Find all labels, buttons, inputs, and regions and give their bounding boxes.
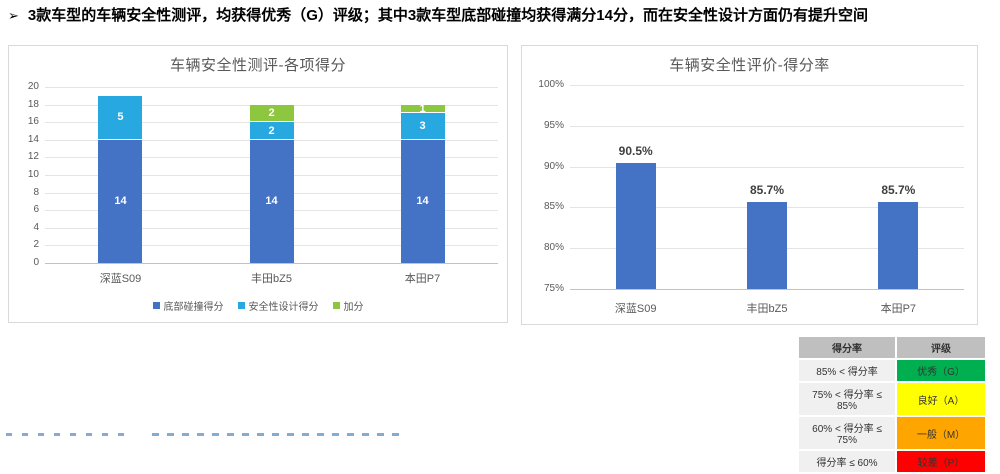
y-axis-tick-label: 12 — [27, 151, 39, 163]
category-label: 丰田bZ5 — [251, 273, 292, 285]
y-axis-tick-label: 16 — [27, 116, 39, 128]
rating-table-row: 得分率 ≤ 60% 较差（P） — [799, 451, 985, 472]
rating-table-row: 75% < 得分率 ≤ 85% 良好（A） — [799, 383, 985, 415]
category-label: 深蓝S09 — [614, 303, 657, 315]
bar-segment: 2 — [249, 104, 294, 123]
rating-grade-cell: 优秀（G） — [897, 360, 985, 381]
rating-table-header-cell: 评级 — [897, 337, 985, 358]
legend-item: 加分 — [332, 298, 364, 313]
y-axis-tick-label: 100% — [538, 79, 564, 90]
rating-table-header-row: 得分率 评级 — [799, 337, 985, 358]
rating-range-cell: 85% < 得分率 — [799, 360, 895, 381]
gridline — [570, 85, 964, 86]
rating-grade-cell: 一般（M） — [897, 417, 985, 449]
rating-range-cell: 75% < 得分率 ≤ 85% — [799, 383, 895, 415]
y-axis-tick-label: 18 — [27, 98, 39, 110]
legend-marker-icon — [152, 302, 160, 309]
y-axis-tick-label: 6 — [33, 204, 39, 216]
rating-table-header-cell: 得分率 — [799, 337, 895, 358]
rating-range-cell: 60% < 得分率 ≤ 75% — [799, 417, 895, 449]
headline-arrow-bullet-icon: ➢ — [8, 8, 19, 23]
rating-table-row: 85% < 得分率 优秀（G） — [799, 360, 985, 381]
bar-segment: 5 — [98, 95, 143, 140]
bar-segment: 1 — [400, 104, 445, 114]
y-axis-tick-label: 0 — [33, 257, 39, 268]
gridline — [570, 166, 964, 168]
bar-value-label: 85.7% — [881, 182, 916, 197]
y-axis-tick-label: 75% — [543, 283, 564, 294]
category-label: 本田P7 — [880, 303, 917, 315]
legend-label: 加分 — [343, 302, 364, 313]
gridline — [570, 125, 964, 127]
y-axis-tick-label: 4 — [33, 221, 39, 233]
bar — [878, 201, 919, 289]
chart-panel-scores: 车辆安全性测评-各项得分 0 2 4 6 8 10 12 14 16 18 20 深蓝S09 14 5 丰田… — [8, 45, 508, 323]
clipped-text-fragments — [6, 433, 132, 436]
clipped-text-fragments — [152, 433, 400, 436]
rating-grade-cell: 较差（P） — [897, 451, 985, 472]
bar-segment: 2 — [249, 122, 294, 140]
headline: ➢ 3款车型的车辆安全性测评，均获得优秀（G）评级；其中3款车型底部碰撞均获得满… — [8, 6, 998, 26]
legend-item: 底部碰撞得分 — [152, 298, 224, 313]
bar-segment: 14 — [249, 139, 294, 263]
y-axis-tick-label: 14 — [27, 133, 39, 145]
bar-segment: 3 — [400, 113, 445, 140]
rating-grade-cell: 良好（A） — [897, 383, 985, 415]
stacked-bar: 14 2 2 — [249, 87, 294, 263]
bar — [747, 201, 787, 289]
y-axis-tick-label: 2 — [33, 239, 39, 251]
y-axis-tick-label: 85% — [543, 201, 564, 213]
category-label: 深蓝S09 — [99, 273, 142, 285]
chart-panel-score-rate: 车辆安全性评价-得分率 75% 80% 85% 90% 95% 100% 深蓝S09 90.5… — [521, 45, 978, 325]
stacked-bar-plot-area: 0 2 4 6 8 10 12 14 16 18 20 深蓝S09 14 5 丰田bZ5 14 2 2 本田P7 14… — [28, 82, 498, 285]
stacked-bar: 14 5 — [98, 87, 143, 263]
y-axis-tick-label: 80% — [543, 242, 564, 254]
chart-legend: 底部碰撞得分 安全性设计得分 加分 — [9, 298, 507, 313]
bar-segment: 14 — [400, 139, 445, 263]
rating-legend-table-wrap: 得分率 评级 85% < 得分率 优秀（G） 75% < 得分率 ≤ 85% 良好（A） 6… — [797, 335, 987, 474]
legend-marker-icon — [237, 302, 245, 309]
y-axis-tick-label: 20 — [27, 81, 39, 92]
bar-value-label: 90.5% — [618, 143, 653, 158]
legend-label: 底部碰撞得分 — [163, 302, 224, 313]
gridline — [45, 263, 498, 264]
bar-value-label: 85.7% — [749, 182, 785, 197]
category-label: 丰田bZ5 — [746, 303, 788, 315]
legend-marker-icon — [332, 302, 340, 309]
chart-title-scores: 车辆安全性测评-各项得分 — [170, 57, 346, 74]
y-axis-tick-label: 10 — [27, 169, 39, 180]
bar-segment: 14 — [98, 139, 143, 263]
headline-text: 3款车型的车辆安全性测评，均获得优秀（G）评级；其中3款车型底部碰撞均获得满分1… — [27, 7, 868, 24]
gridline — [45, 87, 498, 88]
rating-range-cell: 得分率 ≤ 60% — [799, 451, 895, 472]
chart-title-score-rate: 车辆安全性评价-得分率 — [669, 57, 830, 74]
bar — [615, 162, 656, 289]
legend-item: 安全性设计得分 — [237, 298, 319, 313]
legend-label: 安全性设计得分 — [248, 302, 319, 313]
y-axis-tick-label: 95% — [543, 119, 564, 131]
y-axis-tick-label: 90% — [543, 160, 564, 172]
rating-table-row: 60% < 得分率 ≤ 75% 一般（M） — [799, 417, 985, 449]
category-label: 本田P7 — [404, 273, 441, 285]
stacked-bar: 14 3 1 — [400, 87, 445, 263]
rating-legend-table: 得分率 评级 85% < 得分率 优秀（G） 75% < 得分率 ≤ 85% 良好（A） 6… — [797, 335, 987, 474]
gridline — [570, 289, 964, 290]
bar-plot-area: 75% 80% 85% 90% 95% 100% 深蓝S09 90.5% 丰田bZ5 85.7% 本… — [538, 80, 964, 315]
y-axis-tick-label: 8 — [33, 186, 39, 198]
